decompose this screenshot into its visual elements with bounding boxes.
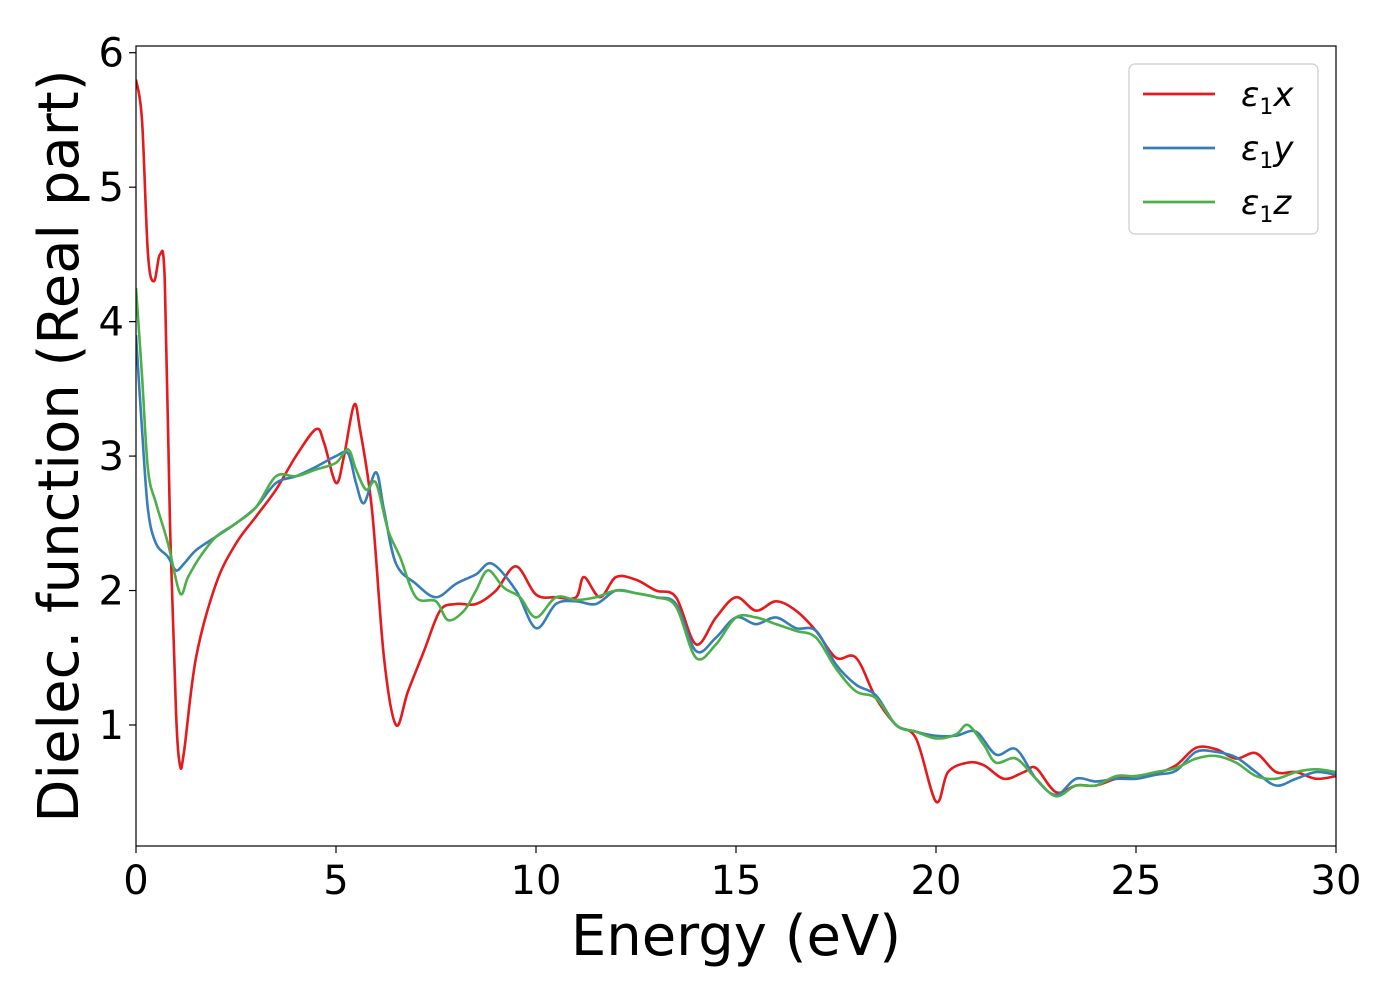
x-tick-label: 25 <box>1111 858 1162 904</box>
x-axis-ticks: 0 5 10 15 20 25 30 <box>123 846 1361 904</box>
x-tick-label: 5 <box>323 858 348 904</box>
y-tick-label: 3 <box>99 434 124 480</box>
y-axis-label: Dielec. function (Real part) <box>27 69 92 822</box>
series-line-y <box>136 334 1336 797</box>
x-axis-label: Energy (eV) <box>571 904 901 969</box>
legend: ε1x ε1y ε1z <box>1128 63 1319 235</box>
x-tick-label: 30 <box>1311 858 1362 904</box>
y-tick-label: 4 <box>99 300 124 346</box>
x-tick-label: 0 <box>123 858 148 904</box>
y-axis-ticks: 1 2 3 4 5 6 <box>99 31 136 749</box>
y-tick-label: 5 <box>99 165 124 211</box>
series-line-z <box>136 287 1336 798</box>
x-tick-label: 10 <box>511 858 562 904</box>
legend-box <box>1128 63 1319 235</box>
x-tick-label: 15 <box>711 858 762 904</box>
legend-label-z: ε1z <box>1241 183 1292 228</box>
y-tick-label: 2 <box>99 569 124 615</box>
y-tick-label: 1 <box>99 703 124 749</box>
x-tick-label: 20 <box>911 858 962 904</box>
series-layer <box>136 79 1336 804</box>
y-tick-label: 6 <box>99 31 124 77</box>
legend-label-y: ε1y <box>1241 129 1294 174</box>
legend-label-x: ε1x <box>1241 75 1294 120</box>
